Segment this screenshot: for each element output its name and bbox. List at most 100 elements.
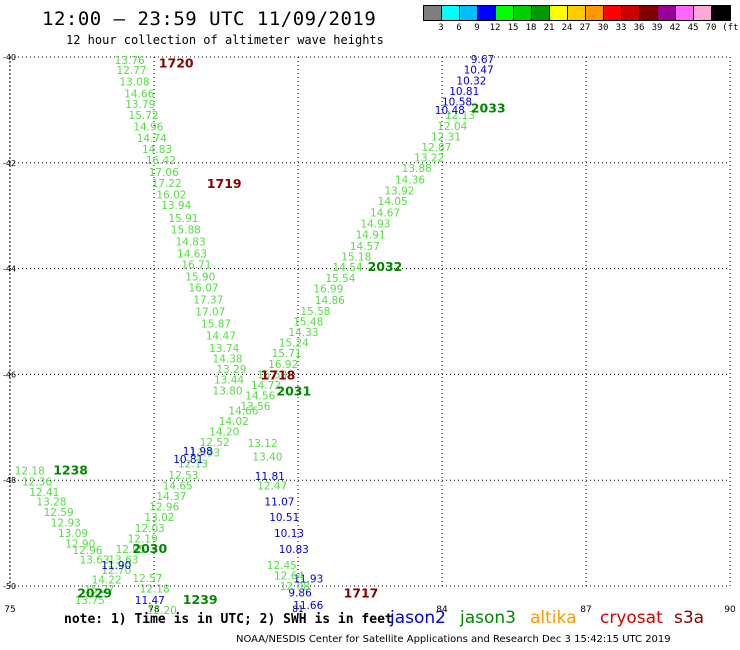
data-point-label: 10.81 [173, 454, 203, 466]
color-scale-label: 27 [579, 23, 591, 33]
data-point-label: 13.92 [384, 185, 414, 197]
data-point-label: 13.93 [190, 448, 220, 460]
data-point-label: 12.45 [267, 560, 297, 572]
data-point-label: 11.07 [264, 496, 294, 508]
data-point-label: 13.29 [216, 364, 246, 376]
data-point-label: 12.04 [437, 121, 467, 133]
plot-frame [9, 56, 731, 587]
track-time-label: 2032 [368, 259, 403, 274]
data-point-label: 9.67 [471, 54, 494, 66]
color-swatch [460, 6, 478, 20]
data-point-label: 15.72 [129, 110, 159, 122]
data-point-label: 15.91 [168, 213, 198, 225]
data-point-label: 12.87 [421, 142, 451, 154]
chart-subtitle: 12 hour collection of altimeter wave hei… [66, 33, 384, 47]
legend-s3a: s3a [674, 608, 705, 628]
data-point-label: 12.59 [44, 507, 74, 519]
color-scale-label: 9 [474, 23, 480, 33]
data-points: 13.7612.7713.0814.6613.7915.7214.9614.74… [15, 54, 494, 617]
data-point-label: 14.54 [333, 262, 363, 274]
data-point-label: 12.18 [15, 466, 45, 478]
data-point-label: 14.74 [137, 133, 167, 145]
track-time-label: 1717 [344, 585, 379, 600]
track-time-label: 1719 [207, 176, 242, 191]
color-scale-label: 45 [687, 23, 699, 33]
data-point-label: 12.19 [128, 533, 158, 545]
data-point-label: 15.27 [84, 584, 114, 596]
color-swatch [604, 6, 622, 20]
color-swatch [568, 6, 586, 20]
x-tick-label: 81 [292, 605, 303, 615]
data-point-label: 14.83 [176, 237, 206, 249]
data-point-label: 16.02 [156, 190, 186, 202]
data-point-label: 12.31 [431, 131, 461, 143]
data-point-label: 11.93 [293, 574, 323, 586]
data-point-label: 11.81 [255, 471, 285, 483]
x-tick-label: 78 [148, 605, 160, 615]
data-point-label: 14.38 [213, 354, 243, 366]
color-swatch [622, 6, 640, 20]
data-point-label: 14.63 [177, 248, 207, 260]
y-tick-label: -50 [3, 582, 16, 591]
y-tick-label: -42 [3, 159, 16, 168]
data-point-label: 12.53 [168, 470, 198, 482]
data-point-label: 17.06 [149, 167, 179, 179]
data-point-label: 12.93 [51, 518, 81, 530]
color-swatch [550, 6, 568, 20]
data-point-label: 15.53 [257, 369, 287, 381]
data-point-label: 10.47 [464, 65, 494, 77]
data-point-label: 12.64 [274, 570, 304, 582]
color-swatch [496, 6, 514, 20]
data-point-label: 13.08 [119, 76, 149, 88]
color-swatch [712, 6, 730, 20]
track-time-label: 2029 [77, 585, 112, 600]
data-point-label: 12.41 [29, 487, 59, 499]
data-point-label: 15.54 [325, 273, 355, 285]
data-point-label: 13.79 [125, 99, 155, 111]
data-point-label: 14.22 [92, 575, 122, 587]
data-point-label: 10.48 [435, 105, 465, 117]
data-point-label: 14.57 [350, 241, 380, 253]
data-point-label: 12.96 [149, 502, 179, 514]
color-scale-label: 3 [438, 23, 444, 33]
data-point-label: 17.37 [193, 294, 223, 306]
data-point-label: 13.94 [161, 200, 191, 212]
data-point-label: 16.42 [146, 155, 176, 167]
data-point-label: 15.48 [293, 317, 323, 329]
data-point-label: 14.20 [209, 427, 239, 439]
data-point-label: 14.93 [360, 219, 390, 231]
data-point-label: 12.90 [65, 539, 95, 551]
color-scale-label: 24 [561, 23, 573, 33]
data-point-label: 14.36 [395, 175, 425, 187]
data-point-label: 13.63 [80, 555, 110, 567]
color-swatch [676, 6, 694, 20]
data-point-label: 14.33 [288, 327, 318, 339]
data-point-label: 14.37 [156, 491, 186, 503]
color-swatch [424, 6, 442, 20]
data-point-label: 12.57 [132, 573, 162, 585]
data-point-label: 16.99 [313, 284, 343, 296]
data-point-label: 14.67 [370, 208, 400, 220]
y-tick-label: -48 [3, 476, 16, 485]
color-scale-bar [423, 5, 731, 21]
track-time-label: 2031 [276, 383, 311, 398]
color-swatch [658, 6, 676, 20]
data-point-label: 9.86 [288, 587, 312, 599]
data-point-label: 15.88 [171, 224, 201, 236]
data-point-label: 12.96 [72, 545, 102, 557]
data-point-label: 12.95 [116, 544, 146, 556]
color-swatch [442, 6, 460, 20]
color-scale-label: 36 [633, 23, 645, 33]
data-point-label: 11.47 [135, 595, 165, 607]
y-tick-label: -46 [3, 370, 16, 379]
track-time-label: 1238 [53, 463, 88, 478]
data-point-label: 17.22 [152, 178, 182, 190]
data-point-label: 14.56 [245, 391, 275, 403]
legend-altika: altika [530, 608, 577, 628]
legend-cryosat: cryosat [600, 608, 663, 628]
data-point-label: 14.66 [228, 405, 258, 417]
data-point-label: 13.88 [402, 163, 432, 175]
color-scale-label: 12 [489, 23, 501, 33]
data-point-label: 12.18 [140, 584, 170, 596]
track-time-label: 2030 [132, 541, 167, 556]
